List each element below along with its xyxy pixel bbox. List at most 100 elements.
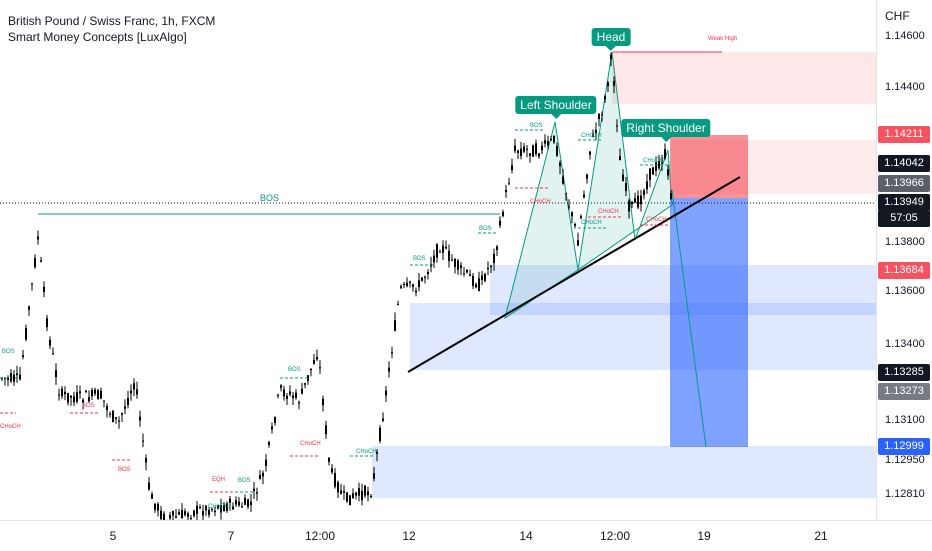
candle-body: [298, 402, 300, 404]
candle-body: [355, 492, 357, 496]
candle-body: [40, 260, 42, 262]
candle-body: [262, 472, 264, 477]
candle-body: [361, 490, 363, 500]
smc-label: EQH: [212, 477, 226, 483]
candle-body: [85, 390, 87, 393]
candle-body: [352, 493, 354, 498]
candle-body: [565, 193, 567, 195]
candle-body: [304, 383, 306, 385]
candle-body: [406, 282, 408, 287]
candle-body: [628, 200, 630, 212]
mid-price-tag: 1.13966: [878, 175, 930, 192]
price-chart[interactable]: [0, 0, 876, 520]
candle-body: [427, 271, 429, 275]
candle-body: [313, 360, 315, 364]
candle-body: [130, 390, 132, 394]
candle-body: [337, 482, 339, 493]
candle-body: [169, 515, 171, 519]
candle-body: [634, 198, 636, 203]
candle-body: [67, 392, 69, 403]
symbol-title[interactable]: British Pound / Swiss Franc, 1h, FXCM: [8, 14, 216, 28]
candle-body: [28, 306, 30, 310]
smc-label: CHoCH: [643, 158, 664, 164]
stop-loss-box[interactable]: [670, 135, 748, 198]
time-axis[interactable]: 5 7 12:00 12 14 12:00 19 21: [0, 520, 932, 551]
price-tick: 1.14400: [885, 81, 925, 93]
candle-body: [457, 260, 459, 270]
candle-body: [106, 405, 108, 411]
time-tick: 12: [402, 529, 416, 543]
candle-body: [301, 388, 303, 394]
candle-body: [76, 392, 78, 402]
smc-label: BOS: [288, 367, 301, 373]
candle-body: [550, 138, 552, 140]
candle-body: [604, 96, 606, 100]
candle-body: [286, 395, 288, 399]
candle-body: [139, 416, 141, 421]
bos-main-label: BOS: [260, 193, 280, 203]
left-shoulder-label: Left Shoulder: [515, 96, 597, 119]
candle-body: [403, 284, 405, 286]
candle-body: [601, 114, 603, 116]
candle-body: [61, 388, 63, 397]
candle-body: [271, 426, 273, 430]
smc-label: CHoCH: [646, 217, 667, 223]
candle-body: [529, 153, 531, 157]
candle-body: [670, 193, 672, 200]
candle-body: [649, 168, 651, 180]
candle-body: [463, 273, 465, 275]
level-price-tag: 1.13273: [878, 383, 930, 400]
candle-body: [385, 390, 387, 396]
candle-body: [322, 398, 324, 406]
price-tick: 1.13800: [885, 236, 925, 248]
candle-body: [235, 500, 237, 505]
candle-body: [37, 236, 39, 240]
candle-body: [52, 353, 54, 355]
candle-body: [478, 278, 480, 291]
candle-body: [133, 383, 135, 390]
candle-body: [397, 303, 399, 305]
candle-body: [340, 490, 342, 494]
candle-body: [181, 509, 183, 519]
candle-body: [100, 390, 102, 399]
candle-body: [538, 153, 540, 157]
smc-label: BOS: [2, 349, 15, 355]
take-profit-box[interactable]: [670, 198, 748, 447]
candle-body: [343, 491, 345, 493]
candle-body: [13, 374, 15, 382]
smc-label: BOS: [479, 226, 492, 232]
last-price-tag: 1.13949: [878, 194, 930, 211]
candle-body: [562, 176, 564, 184]
candle-body: [661, 162, 663, 164]
candle-body: [127, 397, 129, 406]
candle-body: [151, 494, 153, 499]
candle-body: [295, 392, 297, 398]
neckline[interactable]: [407, 176, 741, 373]
candle-body: [514, 145, 516, 151]
candle-body: [631, 201, 633, 205]
candle-body: [370, 495, 372, 497]
smc-label: CHoCH: [0, 424, 21, 430]
smc-label: CHoCH: [581, 220, 602, 226]
candle-body: [223, 505, 225, 512]
candle-body: [331, 468, 333, 473]
candle-body: [229, 498, 231, 503]
candle-body: [283, 389, 285, 397]
candle-body: [421, 277, 423, 281]
price-tick: 1.12950: [885, 454, 925, 466]
smc-label: CHoCH: [581, 133, 602, 139]
candle-body: [334, 473, 336, 487]
candle-body: [667, 169, 669, 176]
price-axis[interactable]: CHF 1.14600 1.14400 1.13800 1.13600 1.13…: [876, 0, 932, 520]
price-tick: 1.14600: [885, 30, 925, 42]
candle-body: [217, 505, 219, 509]
candle-body: [574, 224, 576, 226]
candle-body: [526, 148, 528, 150]
candle-body: [205, 505, 207, 511]
candle-body: [316, 356, 318, 360]
candle-body: [556, 146, 558, 156]
indicator-title[interactable]: Smart Money Concepts [LuxAlgo]: [8, 30, 187, 44]
candle-body: [187, 513, 189, 517]
candle-body: [31, 283, 33, 285]
candle-body: [547, 141, 549, 146]
